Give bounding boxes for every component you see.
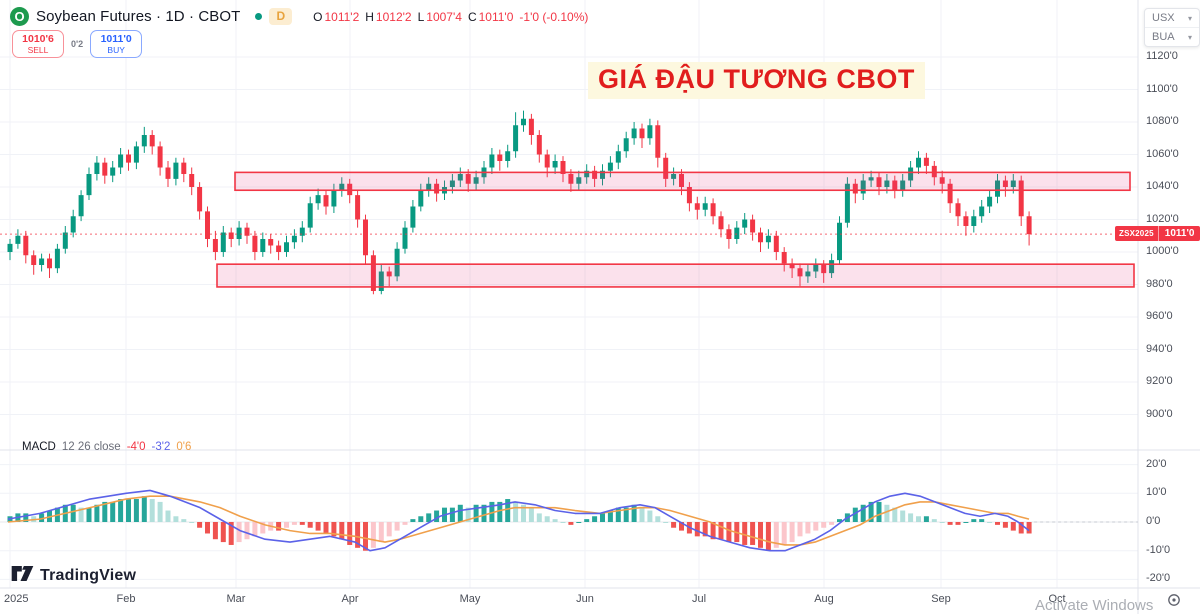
macd-tick: 0'0 (1146, 515, 1161, 527)
low-label: L (417, 9, 425, 24)
time-axis[interactable]: 2025 Feb Mar Apr May Jun Jul Aug Sep Oct (0, 588, 1140, 614)
price-axis[interactable]: USX ▾ BUA ▾ ZSX2025 1011'0 1120'0 1100'0 1… (1115, 0, 1200, 614)
time-tick: Aug (814, 593, 834, 605)
status-dot-icon (255, 13, 263, 20)
macd-tick: 10'0 (1146, 486, 1167, 499)
chevron-down-icon: ▾ (1187, 13, 1192, 23)
tradingview-logo-text: TradingView (40, 567, 137, 584)
price-tick: 920'0 (1146, 375, 1173, 387)
close-label: C (467, 9, 477, 24)
spread-value: 0'2 (71, 39, 84, 49)
time-tick: Oct (1048, 593, 1066, 605)
high-label: H (365, 9, 374, 24)
macd-tick: 20'0 (1146, 457, 1167, 470)
time-tick: Jun (576, 593, 594, 605)
low-value: 1007'4 (426, 9, 462, 24)
unit-label: BUA (1152, 31, 1175, 43)
macd-tick: -10'0 (1146, 543, 1171, 556)
sell-button[interactable]: 1010'6 SELL (12, 30, 64, 58)
tradingview-logo[interactable]: TradingView (11, 563, 136, 589)
open-label: O (313, 9, 323, 24)
settings-gear-icon[interactable] (1166, 592, 1182, 608)
contract-price: 1011'0 (1157, 226, 1200, 241)
macd-legend: MACD 12 26 close -4'0 -3'2 0'6 (22, 441, 191, 453)
time-tick: Mar (226, 593, 246, 605)
time-tick: Jul (691, 593, 707, 605)
time-tick: Sep (931, 593, 951, 605)
last-price-tag: ZSX2025 1011'0 (1115, 226, 1200, 241)
close-value: 1011'0 (478, 9, 514, 24)
chevron-down-icon: ▾ (1187, 32, 1192, 42)
buy-price: 1011'0 (100, 32, 132, 45)
change-value: -1'0 (-0.10%) (519, 9, 589, 24)
macd-params: 12 26 close (61, 441, 121, 453)
contract-name: ZSX2025 (1115, 226, 1158, 241)
price-tick: 900'0 (1146, 407, 1173, 420)
time-tick: May (459, 593, 481, 605)
high-value: 1012'2 (375, 9, 412, 24)
time-tick: Apr (341, 593, 359, 605)
currency-selector[interactable]: USX ▾ (1145, 9, 1199, 27)
macd-line-value: -3'2 (151, 441, 171, 453)
buy-button[interactable]: 1011'0 BUY (90, 30, 143, 58)
price-tick: 1040'0 (1146, 180, 1179, 192)
symbol-title[interactable]: Soybean Futures · 1D · CBOT (36, 8, 241, 25)
price-tick: 1060'0 (1146, 147, 1179, 160)
interval-badge[interactable]: D (269, 8, 293, 25)
price-tick: 1000'0 (1146, 245, 1179, 257)
symbol-legend: O Soybean Futures · 1D · CBOT D O 1011'2… (10, 7, 588, 26)
price-tick: 980'0 (1146, 277, 1173, 290)
price-tick: 960'0 (1146, 310, 1173, 322)
price-tick: 1020'0 (1146, 212, 1179, 225)
soybean-symbol-icon: O (10, 7, 29, 26)
sell-price: 1010'6 (22, 32, 54, 45)
price-tick: 1100'0 (1146, 82, 1178, 95)
time-tick: 2025 (4, 593, 29, 605)
axis-selector-panel: USX ▾ BUA ▾ (1144, 8, 1200, 47)
annotation-banner: GIÁ ĐẬU TƯƠNG CBOT (588, 62, 925, 99)
macd-hist-value: -4'0 (126, 441, 146, 453)
price-tick: 1080'0 (1146, 115, 1179, 127)
time-tick: Feb (116, 593, 136, 605)
windows-watermark: Activate Windows (1035, 597, 1154, 614)
tradingview-logo-icon (11, 563, 34, 589)
macd-signal-value: 0'6 (176, 441, 192, 453)
macd-tick: -20'0 (1146, 572, 1171, 585)
trade-buttons: 1010'6 SELL 0'2 1011'0 BUY (12, 30, 143, 58)
currency-label: USX (1152, 12, 1175, 24)
sell-label: SELL (27, 45, 49, 55)
price-tick: 940'0 (1146, 342, 1173, 355)
open-value: 1011'2 (324, 9, 360, 24)
unit-selector[interactable]: BUA ▾ (1145, 27, 1199, 46)
macd-title[interactable]: MACD (22, 441, 56, 453)
buy-label: BUY (107, 45, 125, 55)
price-tick: 1120'0 (1146, 50, 1178, 62)
ohlc-values: O 1011'2 H 1012'2 L 1007'4 C 1011'0 -1'0… (313, 10, 588, 24)
